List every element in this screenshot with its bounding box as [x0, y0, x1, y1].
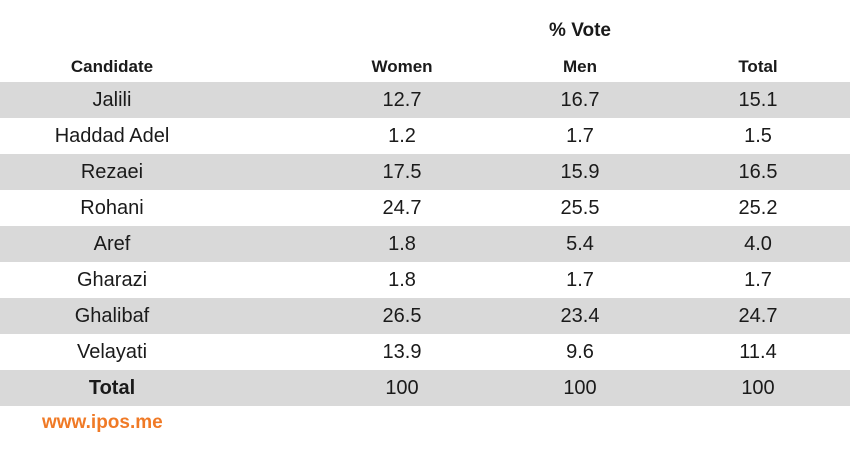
table-row: Velayati 13.9 9.6 11.4: [0, 334, 850, 370]
cell-men: 100: [563, 377, 597, 399]
source-link: www.ipos.me: [42, 412, 163, 433]
cell-candidate: Gharazi: [76, 269, 148, 291]
table-row-total: Total 100 100 100: [0, 370, 850, 406]
cell-candidate: Jalili: [92, 89, 132, 111]
cell-candidate: Aref: [93, 233, 131, 255]
header-men: Men: [563, 57, 597, 76]
header-women: Women: [371, 57, 433, 76]
cell-total: 4.0: [744, 233, 772, 255]
cell-women: 24.7: [382, 197, 422, 219]
cell-men: 5.4: [566, 233, 594, 255]
cell-men: 25.5: [560, 197, 600, 219]
cell-women: 1.8: [388, 269, 416, 291]
cell-total: 24.7: [738, 305, 778, 327]
cell-women: 12.7: [382, 89, 422, 111]
table-row: Haddad Adel 1.2 1.7 1.5: [0, 118, 850, 154]
cell-total: 11.4: [739, 341, 777, 363]
cell-candidate: Rohani: [80, 197, 144, 219]
group-header-vote: % Vote: [549, 20, 611, 41]
table-row: Jalili 12.7 16.7 15.1: [0, 82, 850, 118]
cell-women: 13.9: [382, 341, 422, 363]
cell-women: 26.5: [382, 305, 422, 327]
cell-men: 23.4: [560, 305, 600, 327]
cell-total: 1.7: [744, 269, 772, 291]
cell-candidate: Total: [88, 377, 136, 399]
cell-total: 16.5: [738, 161, 778, 183]
header-total: Total: [738, 57, 778, 76]
cell-women: 100: [385, 377, 419, 399]
cell-total: 25.2: [738, 197, 778, 219]
column-headers: Candidate Women Men Total: [0, 57, 850, 83]
cell-men: 9.6: [566, 341, 594, 363]
cell-total: 100: [741, 377, 775, 399]
cell-candidate: Velayati: [76, 341, 148, 363]
cell-total: 1.5: [744, 125, 772, 147]
table-row: Aref 1.8 5.4 4.0: [0, 226, 850, 262]
cell-total: 15.1: [738, 89, 778, 111]
cell-men: 16.7: [560, 89, 600, 111]
cell-candidate: Ghalibaf: [74, 305, 150, 327]
cell-men: 15.9: [560, 161, 600, 183]
header-candidate: Candidate: [70, 57, 154, 76]
cell-women: 17.5: [382, 161, 422, 183]
cell-women: 1.8: [388, 233, 416, 255]
table-row: Rezaei 17.5 15.9 16.5: [0, 154, 850, 190]
cell-men: 1.7: [566, 269, 594, 291]
cell-men: 1.7: [566, 125, 594, 147]
cell-candidate: Haddad Adel: [54, 125, 170, 147]
table-body: Jalili 12.7 16.7 15.1 Haddad Adel 1.2 1.…: [0, 82, 850, 406]
cell-women: 1.2: [388, 125, 416, 147]
table-row: Rohani 24.7 25.5 25.2: [0, 190, 850, 226]
table-row: Ghalibaf 26.5 23.4 24.7: [0, 298, 850, 334]
cell-candidate: Rezaei: [80, 161, 144, 183]
table-row: Gharazi 1.8 1.7 1.7: [0, 262, 850, 298]
